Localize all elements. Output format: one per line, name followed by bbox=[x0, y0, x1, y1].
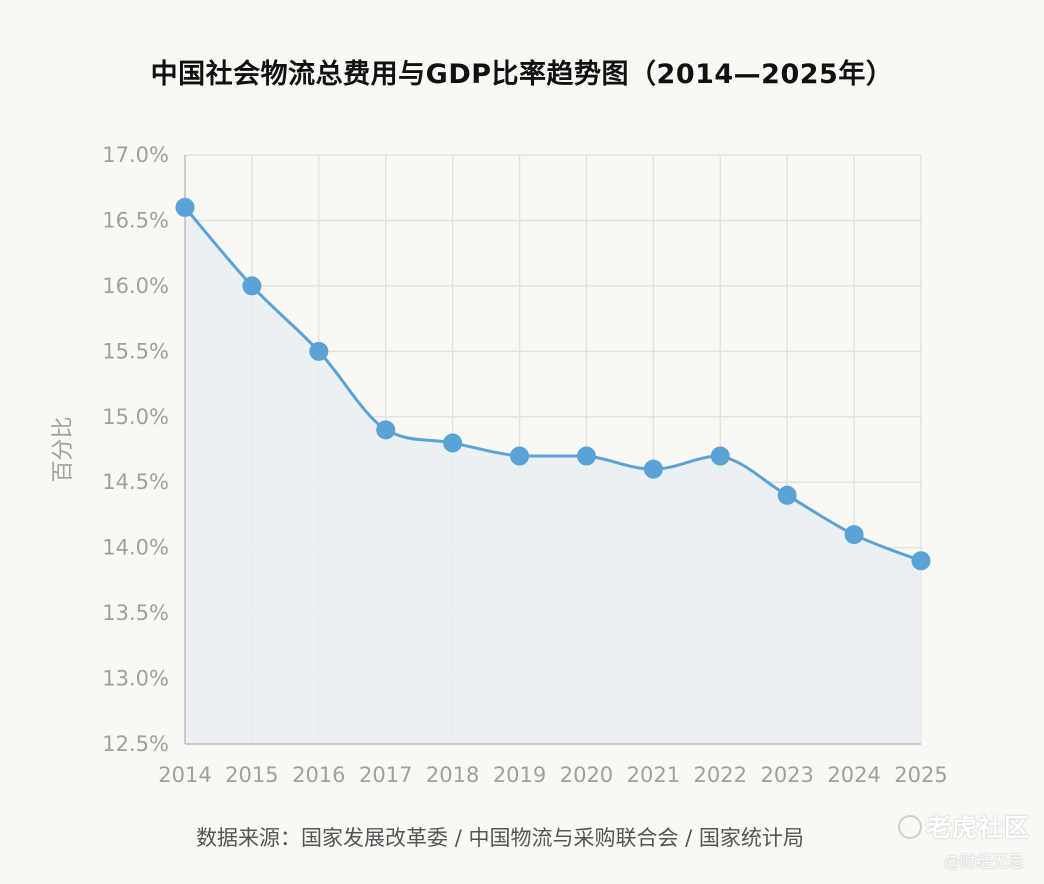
source-note: 数据来源：国家发展改革委 / 中国物流与采购联合会 / 国家统计局 bbox=[196, 826, 804, 850]
x-tick-label: 2025 bbox=[894, 763, 947, 787]
x-tick-label: 2014 bbox=[158, 763, 211, 787]
x-tick-label: 2021 bbox=[627, 763, 680, 787]
y-tick-label: 13.5% bbox=[102, 601, 169, 625]
x-tick-label: 2015 bbox=[225, 763, 278, 787]
data-point-2015 bbox=[242, 276, 262, 296]
x-tick-label: 2018 bbox=[426, 763, 479, 787]
watermark-text: 老虎社区 bbox=[925, 813, 1030, 842]
x-tick-label: 2024 bbox=[827, 763, 880, 787]
data-point-2018 bbox=[443, 433, 463, 453]
area-fill bbox=[185, 207, 921, 744]
data-point-2016 bbox=[309, 341, 329, 361]
data-point-2022 bbox=[710, 446, 730, 466]
point-layer bbox=[175, 197, 931, 571]
watermark-handle: @财经无忌 bbox=[943, 852, 1024, 871]
y-tick-label: 15.5% bbox=[102, 339, 169, 363]
y-tick-label: 16.5% bbox=[102, 208, 169, 232]
label-layer: 12.5% 13.0% 13.5% 14.0% 14.5% 15.0% 15.5% 16.0%… bbox=[51, 143, 948, 787]
y-tick-label: 14.5% bbox=[102, 470, 169, 494]
area-layer bbox=[185, 207, 921, 744]
y-tick-label: 15.0% bbox=[102, 405, 169, 429]
x-tick-label: 2019 bbox=[493, 763, 546, 787]
axis-layer bbox=[184, 155, 921, 745]
x-tick-label: 2020 bbox=[560, 763, 613, 787]
y-tick-label: 13.0% bbox=[102, 667, 169, 691]
data-point-2025 bbox=[911, 551, 931, 571]
x-tick-label: 2017 bbox=[359, 763, 412, 787]
data-point-2021 bbox=[643, 459, 663, 479]
y-tick-label: 16.0% bbox=[102, 274, 169, 298]
x-tick-label: 2016 bbox=[292, 763, 345, 787]
data-point-2014 bbox=[175, 197, 195, 217]
data-point-2020 bbox=[576, 446, 596, 466]
watermark-logo: 老虎社区 bbox=[897, 808, 1030, 844]
chart-title: 中国社会物流总费用与GDP比率趋势图（2014—2025年） bbox=[150, 59, 894, 90]
data-point-2019 bbox=[510, 446, 530, 466]
data-point-2023 bbox=[777, 485, 797, 505]
y-tick-label: 17.0% bbox=[102, 143, 169, 167]
y-tick-label: 12.5% bbox=[102, 732, 169, 756]
tiger-logo-icon bbox=[897, 815, 922, 839]
data-point-2017 bbox=[376, 420, 396, 440]
y-axis-title: 百分比 bbox=[51, 416, 76, 482]
x-tick-label: 2023 bbox=[760, 763, 813, 787]
x-tick-label: 2022 bbox=[694, 763, 747, 787]
y-tick-label: 14.0% bbox=[102, 536, 169, 560]
data-point-2024 bbox=[844, 525, 864, 545]
